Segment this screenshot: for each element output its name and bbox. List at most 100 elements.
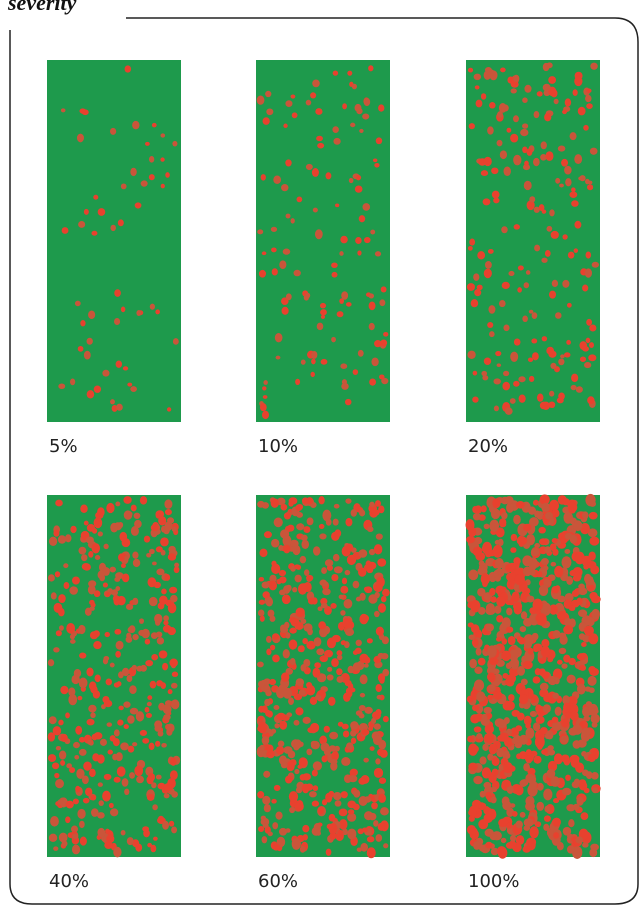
lesion <box>484 260 492 269</box>
lesion <box>285 667 294 675</box>
lesion <box>495 585 505 595</box>
lesion <box>469 658 477 669</box>
lesion <box>534 543 541 549</box>
lesion <box>68 694 78 706</box>
lesion <box>579 664 587 671</box>
lesion <box>505 626 514 633</box>
lesion <box>91 543 100 554</box>
lesion <box>355 236 362 245</box>
lesion <box>306 574 314 582</box>
lesion <box>336 650 343 656</box>
lesion <box>483 268 492 279</box>
lesion <box>70 525 77 534</box>
lesion <box>363 796 372 803</box>
lesion <box>373 723 381 730</box>
lesion <box>478 606 486 615</box>
lesion <box>523 715 532 726</box>
lesion <box>342 103 347 110</box>
lesion <box>371 802 378 810</box>
lesion <box>570 384 577 391</box>
lesion <box>519 734 529 745</box>
lesion <box>118 705 124 711</box>
lesion <box>522 555 533 567</box>
lesion <box>565 774 571 781</box>
lesion <box>145 712 153 719</box>
lesion <box>515 820 523 829</box>
lesion <box>103 543 109 550</box>
lesion <box>487 666 495 675</box>
lesion <box>468 123 475 130</box>
lesion <box>506 822 513 829</box>
lesion <box>133 512 141 519</box>
lesion <box>275 811 283 820</box>
lesion <box>286 525 292 531</box>
lesion <box>582 706 591 717</box>
lesion <box>58 750 67 760</box>
lesion <box>373 544 383 555</box>
lesion <box>124 65 132 73</box>
lesion <box>541 605 549 613</box>
lesion <box>301 783 310 794</box>
lesion <box>105 591 111 597</box>
lesion <box>487 694 494 700</box>
lesion <box>295 707 304 716</box>
lesion <box>142 737 150 744</box>
lesion <box>505 700 515 711</box>
lesion <box>482 743 489 751</box>
lesion <box>160 157 165 162</box>
lesion <box>533 111 540 119</box>
lesion <box>110 399 115 405</box>
lesion <box>553 832 560 839</box>
lesion <box>135 711 145 722</box>
lesion <box>571 373 579 383</box>
lesion <box>472 370 478 376</box>
lesion <box>536 393 544 402</box>
lesion <box>567 502 577 514</box>
lesion <box>270 728 277 734</box>
lesion <box>468 634 476 640</box>
lesion <box>485 623 495 632</box>
lesion <box>155 546 163 553</box>
lesion <box>483 523 490 530</box>
lesion <box>532 676 541 684</box>
lesion <box>554 565 564 578</box>
lesion <box>372 158 378 163</box>
lesion <box>330 758 338 765</box>
lesion <box>103 699 113 708</box>
lesion <box>479 756 487 765</box>
lesion <box>93 194 99 200</box>
lesion <box>281 672 290 682</box>
lesion <box>373 583 383 593</box>
lesion <box>559 183 564 188</box>
lesion <box>513 224 520 230</box>
lesion <box>541 671 550 679</box>
lesion <box>493 197 500 204</box>
lesion <box>489 70 498 81</box>
lesion <box>257 715 264 722</box>
lesion <box>529 826 539 839</box>
lesion <box>169 658 178 667</box>
lesion <box>362 113 370 120</box>
lesion <box>488 305 496 314</box>
lesion <box>171 699 180 710</box>
lesion <box>540 141 547 150</box>
lesion <box>565 178 572 187</box>
lesion <box>272 633 280 640</box>
lesion <box>545 730 554 740</box>
lesion <box>527 357 534 362</box>
lesion <box>323 749 331 756</box>
lesion <box>109 662 115 668</box>
lesion <box>123 701 131 708</box>
lesion <box>61 840 68 847</box>
frame <box>9 17 639 905</box>
lesion <box>331 658 339 668</box>
lesion <box>273 705 280 710</box>
lesion <box>525 270 531 275</box>
lesion <box>588 511 598 520</box>
lesion <box>577 609 588 617</box>
lesion <box>336 668 343 676</box>
lesion <box>347 828 357 840</box>
lesion <box>281 594 291 605</box>
lesion <box>289 806 296 814</box>
